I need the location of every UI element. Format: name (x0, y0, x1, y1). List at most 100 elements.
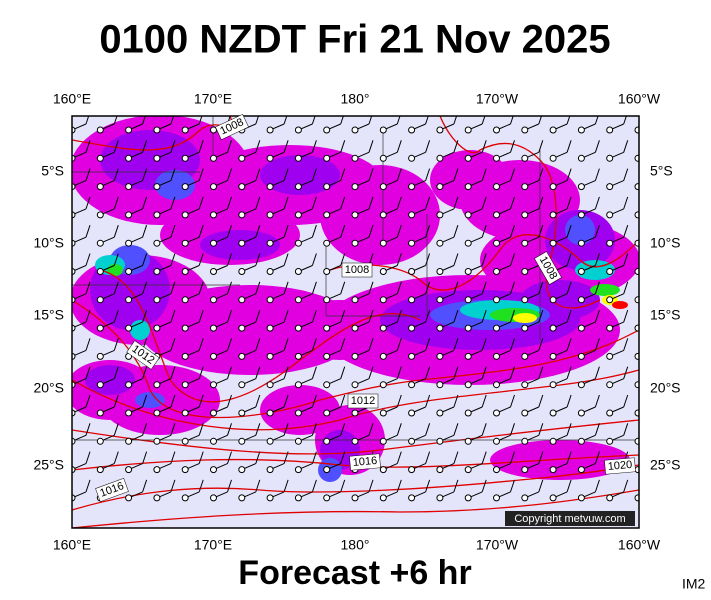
barb-flag (170, 168, 176, 181)
barb-flag (85, 196, 91, 210)
barb-station (549, 211, 557, 219)
barb-flag (113, 196, 119, 210)
barb-flag (85, 281, 91, 294)
barb-flag (566, 140, 572, 153)
barb-station (408, 324, 416, 332)
barb-station (238, 183, 246, 191)
barb-flag (453, 225, 459, 238)
barb-flag (510, 168, 515, 181)
barb-flag (198, 366, 204, 379)
barb-station (351, 352, 359, 360)
barb-flag (340, 281, 346, 294)
barb-flag (368, 140, 374, 153)
barb-flag (538, 423, 544, 436)
barb-flag (594, 394, 600, 408)
barb-flag (538, 281, 544, 294)
bottom-lon-label: 170°E (194, 537, 232, 553)
barb-flag (311, 196, 317, 210)
barb-station (549, 324, 557, 332)
barb-station (125, 268, 133, 275)
barb-station (521, 154, 529, 162)
barb-station (464, 494, 472, 502)
barb-flag (368, 196, 374, 210)
barb-flag (113, 309, 119, 323)
barb-flag (340, 479, 346, 493)
barb-station (493, 268, 500, 275)
rain-area (135, 392, 165, 408)
barb-flag (227, 338, 232, 351)
barb-station (436, 211, 444, 219)
barb-flag (425, 253, 431, 266)
barb-flag (283, 225, 289, 238)
barb-station (210, 211, 217, 219)
barb-station (408, 494, 416, 502)
barb-flag (453, 451, 459, 464)
barb-station (408, 352, 416, 360)
barb-flag (227, 366, 232, 379)
barb-station (351, 494, 359, 502)
barb-flag (594, 196, 600, 210)
barb-station (153, 381, 161, 389)
barb-station (606, 126, 614, 134)
barb-flag (623, 116, 627, 125)
barb-flag (453, 366, 459, 379)
barb-station (96, 381, 104, 389)
barb-flag (566, 338, 572, 351)
barb-flag (481, 394, 487, 408)
barb-flag (652, 254, 656, 266)
barb-flag (283, 366, 289, 379)
barb-station (238, 409, 246, 417)
barb-station (238, 268, 246, 275)
barb-station (125, 324, 133, 332)
barb-station (238, 466, 246, 474)
barb-station (464, 211, 472, 219)
top-lon-label: 160°E (53, 91, 91, 107)
isobar-label: 1008 (345, 264, 369, 276)
barb-station (238, 381, 246, 389)
barb-station (266, 183, 274, 191)
barb-station (379, 126, 387, 134)
barb-flag (396, 140, 402, 153)
map-frame (71, 115, 640, 529)
barb-station (493, 494, 500, 502)
barb-flag (170, 253, 176, 266)
barb-flag (538, 479, 544, 493)
barb-station (464, 437, 472, 445)
barb-flag (170, 394, 176, 408)
barb-station (266, 126, 274, 134)
barb-flag (594, 168, 600, 181)
copyright-box (505, 511, 635, 526)
barb-flag (113, 394, 119, 408)
barb-station (181, 409, 189, 417)
right-lat-label: 20°S (650, 380, 681, 396)
barb-station (294, 154, 302, 162)
barb-station (351, 211, 359, 219)
barb-flag (142, 168, 148, 181)
barb-station (549, 437, 557, 445)
barb-station (323, 437, 331, 445)
barb-flag (255, 338, 261, 351)
barb-station (323, 409, 331, 417)
barb-station (436, 352, 444, 360)
barb-flag (425, 225, 431, 238)
barb-station (436, 324, 444, 332)
barb-flag (623, 338, 629, 351)
barb-flag (85, 140, 91, 153)
barb-flag (481, 366, 487, 379)
barb-flag (538, 225, 544, 238)
barb-flag (283, 140, 289, 153)
barb-flag (652, 367, 656, 379)
barb-station (606, 154, 614, 162)
barb-station (181, 324, 189, 332)
isobar-label-box (341, 262, 373, 278)
barb-station (125, 239, 133, 247)
barb-station (493, 296, 500, 304)
barb-flag (198, 423, 204, 436)
barb-station (436, 268, 444, 275)
barb-station (379, 296, 387, 304)
barb-flag (623, 196, 629, 210)
barb-flag (311, 366, 317, 379)
barb-flag (170, 225, 176, 238)
barb-flag (425, 366, 431, 379)
barb-flag (170, 479, 176, 493)
